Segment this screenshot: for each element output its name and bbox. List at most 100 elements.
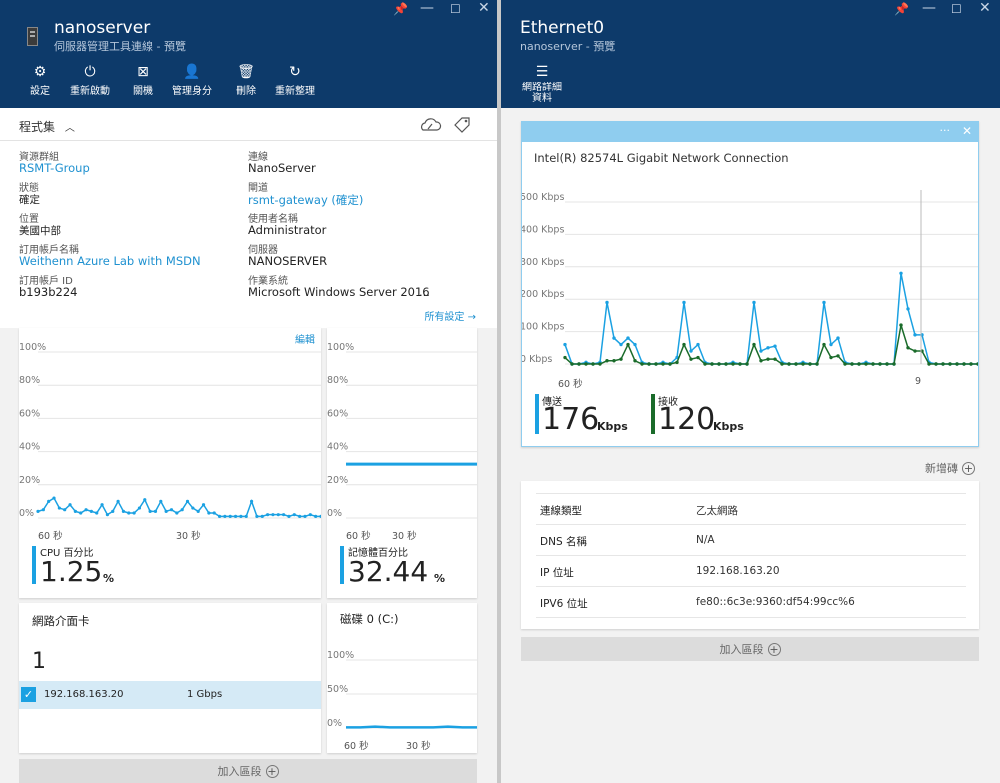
blade-title: nanoserver — [54, 18, 151, 38]
data-point — [640, 362, 644, 366]
receive-unit: Kbps — [713, 420, 744, 433]
y-tick-label: 0% — [327, 508, 342, 519]
receive-value: 120 — [658, 402, 716, 437]
add-section-button[interactable]: 加入區段 + — [19, 759, 477, 783]
data-point — [196, 509, 200, 513]
data-point — [633, 342, 637, 347]
more-icon[interactable]: ··· — [939, 124, 951, 137]
data-point — [41, 508, 45, 512]
toolbar-trash-button[interactable]: 🗑 刪除 — [236, 64, 256, 97]
resource-group-link[interactable]: RSMT-Group — [19, 161, 90, 175]
subscription-link[interactable]: Weithenn Azure Lab with MSDN — [19, 254, 201, 268]
data-point — [696, 355, 700, 360]
disk-tile[interactable]: 磁碟 0 (C:) 100% 50% 0% 60 秒 30 秒 — [327, 603, 477, 753]
toolbar-refresh-button[interactable]: ↻ 重新整理 — [275, 64, 315, 97]
edit-link[interactable]: 編輯 — [295, 335, 315, 346]
y-tick-label: 300 Kbps — [522, 257, 564, 268]
nic-tile[interactable]: 網路介面卡 1 ✓ 192.168.163.20 1 Gbps — [19, 603, 321, 753]
refresh-icon: ↻ — [289, 64, 301, 80]
pin-icon[interactable]: 📌 — [894, 2, 909, 16]
trash-icon: 🗑 — [237, 64, 255, 80]
memory-label: 記憶體百分比 — [348, 548, 408, 559]
data-point — [773, 344, 777, 348]
os-value: Microsoft Windows Server 2016 — [248, 285, 430, 299]
data-point — [68, 503, 72, 507]
data-point — [153, 509, 158, 513]
data-point — [612, 336, 616, 340]
nic-row[interactable]: ✓ 192.168.163.20 1 Gbps — [19, 681, 321, 709]
location-value: 美國中部 — [19, 225, 61, 237]
server-key: 伺服器 — [248, 245, 278, 256]
data-point — [201, 503, 206, 507]
data-point — [745, 362, 749, 366]
toolbar-shutdown-button[interactable]: ⊠ 關機 — [133, 64, 153, 97]
property-key: 連線類型 — [540, 505, 582, 517]
toolbar-label: 關機 — [133, 86, 153, 97]
table-row: IP 位址 192.168.163.20 — [536, 556, 966, 587]
minimize-icon[interactable]: — — [420, 0, 434, 16]
cloud-icon[interactable] — [418, 116, 442, 134]
data-point — [619, 342, 623, 347]
data-point — [766, 346, 770, 350]
data-point — [260, 514, 264, 518]
ethernet-blade: 📌 — ☐ ✕ Ethernet0 nanoserver - 預覽 ☰ 網路詳細… — [501, 0, 1000, 783]
close-icon[interactable]: ✕ — [961, 124, 972, 138]
all-settings-link[interactable]: 所有設定 → — [424, 312, 476, 323]
y-tick-label: 100 Kbps — [522, 322, 564, 333]
x-label: 30 秒 — [406, 741, 431, 752]
close-icon[interactable]: ✕ — [979, 0, 991, 16]
minimize-icon[interactable]: — — [922, 0, 936, 16]
os-ellipsis[interactable]: ... — [419, 285, 430, 299]
data-point — [63, 508, 67, 512]
toolbar-label: 刪除 — [236, 86, 256, 97]
blade-subtitle: nanoserver - 預覽 — [520, 40, 616, 53]
y-tick-label: 20% — [327, 475, 348, 486]
data-point — [801, 362, 805, 366]
table-row: 連線類型 乙太網路 — [536, 494, 966, 525]
data-point — [843, 362, 847, 366]
check-icon[interactable]: ✓ — [21, 687, 36, 702]
data-point — [164, 509, 168, 513]
data-point — [591, 362, 595, 366]
essentials-toggle[interactable]: 程式集 ︿ — [19, 120, 75, 134]
data-point — [703, 362, 707, 366]
subscription-key: 訂用帳戶名稱 — [19, 245, 79, 256]
toolbar-gear-button[interactable]: ⚙ 設定 — [30, 64, 50, 97]
disk-tile-title: 磁碟 0 (C:) — [340, 612, 399, 626]
server-blade: 📌 — ☐ ✕ nanoserver 伺服器管理工具連線 - 預覽 ⚙ 設定 ⏻ 重新… — [0, 0, 497, 783]
data-point — [100, 503, 104, 507]
data-point — [255, 514, 259, 518]
essentials-panel: 程式集 ︿ 資源群組 RSMT-Group 狀態 確定 位置 美國中部 訂用帳戶… — [0, 108, 497, 328]
memory-value: 32.44 — [348, 555, 429, 588]
data-point — [111, 509, 115, 513]
data-point — [605, 300, 609, 305]
divider — [536, 493, 966, 494]
add-section-button[interactable]: 加入區段 + — [521, 637, 979, 661]
maximize-icon[interactable]: ☐ — [951, 2, 962, 16]
tag-icon[interactable] — [452, 116, 472, 134]
maximize-icon[interactable]: ☐ — [450, 2, 461, 16]
table-row: IPV6 位址 fe80::6c3e:9360:df54:99cc%6 — [536, 587, 966, 618]
cpu-tile[interactable]: 編輯 100% 80% 60% 40% 20% 0% 60 秒 30 秒 CPU 百分比 … — [19, 328, 321, 598]
y-tick-label: 100% — [327, 342, 354, 353]
data-point — [668, 362, 672, 366]
properties-table: 連線類型 乙太網路 DNS 名稱 N/A IP 位址 192.168.163.20 IPV6… — [521, 481, 979, 629]
nic-tile-title: 網路介面卡 — [32, 614, 90, 628]
memory-tile[interactable]: 100% 80% 60% 40% 20% 0% 60 秒 30 秒 記憶體百分比 32.4… — [327, 328, 477, 598]
add-tile-button[interactable]: 新增磚 + — [925, 462, 975, 475]
network-details-button[interactable]: ☰ 網路詳細資料 — [522, 64, 562, 104]
toolbar-user-button[interactable]: 👤 管理身分 — [172, 64, 212, 97]
gateway-link[interactable]: rsmt-gateway (確定) — [248, 193, 364, 207]
os-key: 作業系統 — [248, 276, 288, 287]
toolbar-power-button[interactable]: ⏻ 重新啟動 — [70, 64, 110, 97]
pin-icon[interactable]: 📌 — [393, 2, 408, 16]
data-point — [598, 362, 602, 366]
data-point — [116, 499, 120, 503]
close-icon[interactable]: ✕ — [478, 0, 490, 16]
data-point — [794, 362, 798, 366]
data-point — [266, 513, 270, 517]
data-point — [570, 362, 574, 366]
network-chart-tile[interactable]: ··· ✕ Intel(R) 82574L Gigabit Network Co… — [521, 121, 979, 447]
data-point — [577, 362, 581, 366]
data-point — [84, 508, 88, 512]
